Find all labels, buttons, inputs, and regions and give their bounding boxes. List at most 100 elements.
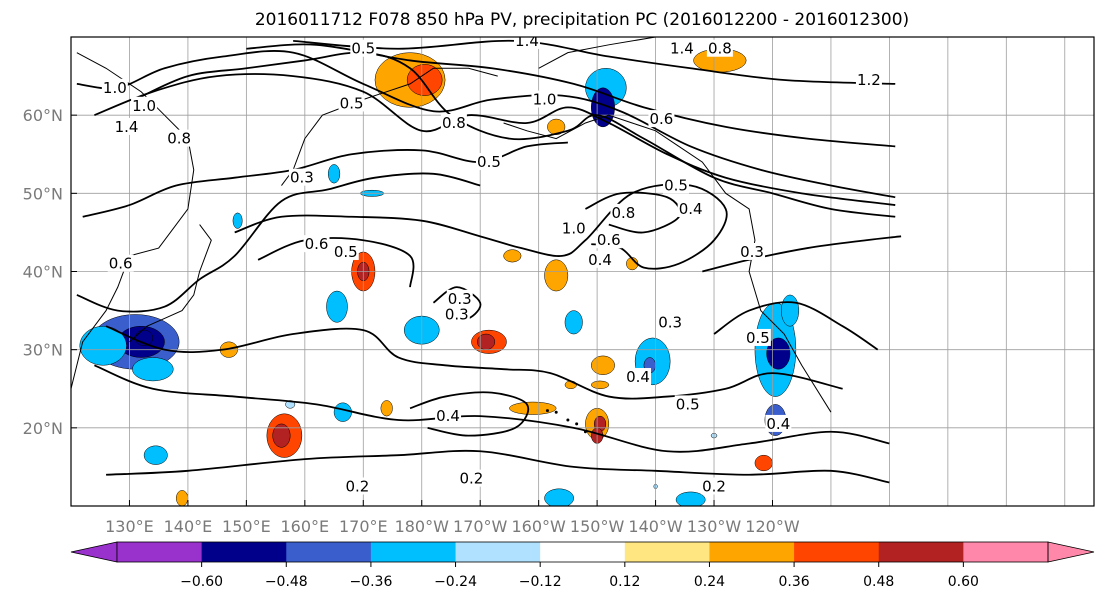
contour-label-26: 1.0 xyxy=(562,220,586,238)
contour-label-bg xyxy=(739,242,766,260)
precip-blob-25 xyxy=(544,488,574,506)
pv-contour-7 xyxy=(234,183,728,270)
precip-blob-13 xyxy=(333,402,352,422)
contour-label-bg xyxy=(513,37,540,49)
contour-label-2: 1.4 xyxy=(115,118,139,136)
contour-label-18: 1.4 xyxy=(670,40,694,58)
contour-label-13: 0.3 xyxy=(448,290,472,308)
contour-label-5: 0.5 xyxy=(351,40,375,58)
colorbar-extend-low xyxy=(70,541,118,563)
precip-blob-7 xyxy=(232,212,243,229)
contour-label-bg xyxy=(668,39,695,57)
contour-label-bg xyxy=(706,39,733,57)
contour-label-bg xyxy=(446,289,473,307)
contour-label-bg xyxy=(440,113,467,131)
lon-tick-label: 140°W xyxy=(628,517,683,536)
contour-label-bg xyxy=(560,219,587,237)
lat-tick-label: 20°N xyxy=(23,419,63,438)
island xyxy=(554,410,558,414)
contour-label-31: 0.5 xyxy=(746,329,770,347)
chart-title: 2016011712 F078 850 hPa PV, precipitatio… xyxy=(255,10,909,30)
contour-label-bg xyxy=(610,203,637,221)
colorbar-outline xyxy=(116,541,1049,563)
contour-label-16: 0.2 xyxy=(346,477,370,495)
contour-label-14: 0.4 xyxy=(436,407,460,425)
precip-blob-40 xyxy=(406,64,443,96)
contour-label-9: 0.3 xyxy=(290,169,314,187)
coastline xyxy=(129,224,212,343)
precip-blob-31 xyxy=(591,380,610,390)
lon-tick-label: 160°W xyxy=(511,517,566,536)
precip-blob-6 xyxy=(175,490,189,506)
pv-contour-8 xyxy=(257,237,415,288)
contour-label-bg xyxy=(677,199,704,217)
lon-tick-label: 140°E xyxy=(164,517,213,536)
island xyxy=(575,422,579,426)
contour-label-33: 0.5 xyxy=(676,395,700,413)
contour-label-bg xyxy=(443,305,470,323)
precip-blob-3 xyxy=(79,325,127,366)
colorbar-segment-4 xyxy=(455,542,541,562)
island xyxy=(545,409,549,413)
precip-blob-22 xyxy=(503,249,522,263)
colorbar-tick-label: 0.12 xyxy=(609,574,640,590)
precip-blob-10 xyxy=(272,423,291,448)
contour-label-6: 0.5 xyxy=(340,94,364,112)
precip-blob-4 xyxy=(132,357,174,382)
contour-label-bg xyxy=(303,235,330,253)
precip-blob-41 xyxy=(675,491,706,506)
lon-tick-label: 150°W xyxy=(570,517,625,536)
precip-blob-5 xyxy=(143,445,168,465)
colorbar-segment-1 xyxy=(201,542,287,562)
colorbar-tick-label: 0.60 xyxy=(948,574,979,590)
lon-tick-label: 120°W xyxy=(745,517,800,536)
contour-label-bg xyxy=(131,96,158,114)
pv-contour-16 xyxy=(713,301,879,351)
contour-label-24: 0.4 xyxy=(679,200,703,218)
coastline xyxy=(538,37,656,69)
contour-label-21: 1.0 xyxy=(533,91,557,109)
precip-blob-23 xyxy=(509,401,557,415)
lon-tick-label: 130°W xyxy=(687,517,742,536)
contour-label-bg xyxy=(595,231,622,249)
contour-label-27: 0.6 xyxy=(597,231,621,249)
colorbar-segment-7 xyxy=(709,542,795,562)
precip-blob-47 xyxy=(754,454,773,472)
contour-label-bg xyxy=(113,117,140,135)
colorbar-segment-3 xyxy=(370,542,457,562)
colorbar-tick-label: −0.48 xyxy=(265,574,308,590)
contour-label-bg xyxy=(344,477,371,495)
contour-label-bg xyxy=(674,395,701,413)
contour-label-bg xyxy=(288,168,315,186)
colorbar-tick-label: 0.24 xyxy=(694,574,725,590)
colorbar-segment-5 xyxy=(540,542,626,562)
contour-label-11: 0.5 xyxy=(334,243,358,261)
contour-label-3: 0.8 xyxy=(167,130,191,148)
latitude-ticks: 20°N 30°N 40°N 50°N 60°N xyxy=(23,106,77,438)
colorbar-tick-label: −0.12 xyxy=(519,574,562,590)
contour-label-1: 1.0 xyxy=(132,97,156,115)
contour-label-bg xyxy=(475,153,502,171)
contour-label-bg xyxy=(332,242,359,260)
lat-tick-label: 50°N xyxy=(23,184,63,203)
precip-blob-46 xyxy=(781,294,800,327)
pv-contour-1 xyxy=(94,73,896,206)
contour-label-bg xyxy=(765,414,792,432)
contour-label-8: 0.5 xyxy=(477,153,501,171)
contour-label-bg xyxy=(657,313,684,331)
contour-label-bg xyxy=(744,328,771,346)
pv-contour-11 xyxy=(106,449,890,484)
longitude-ticks: 130°E 140°E 150°E 160°E 170°E 180°W 170°W 160°W… xyxy=(105,500,800,536)
contour-label-bg xyxy=(338,94,365,112)
precip-blob-26 xyxy=(564,310,583,335)
lon-tick-label: 180°W xyxy=(395,517,450,536)
pv-contour-15 xyxy=(702,235,902,273)
colorbar xyxy=(70,541,1095,563)
contour-label-32: 0.4 xyxy=(626,368,650,386)
colorbar-ticks: −0.60 −0.48 −0.36 −0.24 −0.12 0.12 0.24 0.36 0.4… xyxy=(180,562,979,590)
contour-label-bg xyxy=(587,250,614,268)
contour-label-0: 1.0 xyxy=(103,79,127,97)
contour-label-34: 0.4 xyxy=(766,415,790,433)
contour-label-bg xyxy=(101,78,128,96)
